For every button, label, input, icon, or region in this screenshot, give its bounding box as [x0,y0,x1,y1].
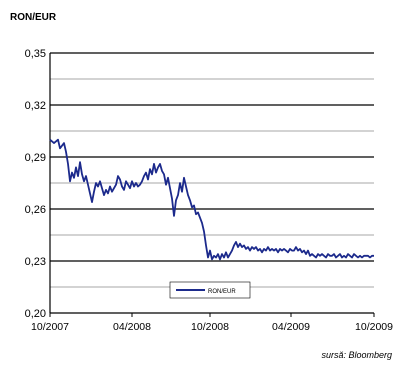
x-tick-label: 10/2007 [31,321,69,333]
chart-title: RON/EUR [10,12,57,23]
series-line-ron-eur [49,138,374,261]
y-tick-label: 0,29 [25,152,46,164]
legend-box [169,281,251,299]
y-tick-label: 0,20 [25,308,46,320]
x-tick-label: 10/2008 [191,321,229,333]
x-tick-label: 04/2008 [113,321,151,333]
y-tick-label: 0,32 [25,100,46,112]
y-axis-ticks: 0,20 0,23 0,26 0,29 0,32 0,35 [25,48,46,320]
x-axis-ticks: 10/2007 04/2008 10/2008 04/2009 10/2009 [31,313,393,333]
y-tick-label: 0,35 [25,48,46,60]
source-note: sursă: Bloomberg [321,350,392,360]
y-tick-label: 0,23 [25,256,46,268]
x-tick-label: 10/2009 [355,321,393,333]
x-tick-label: 04/2009 [272,321,310,333]
grid-lines [50,52,374,314]
legend: RON/EUR [169,281,251,299]
legend-label: RON/EUR [208,289,236,295]
y-tick-label: 0,26 [25,204,46,216]
